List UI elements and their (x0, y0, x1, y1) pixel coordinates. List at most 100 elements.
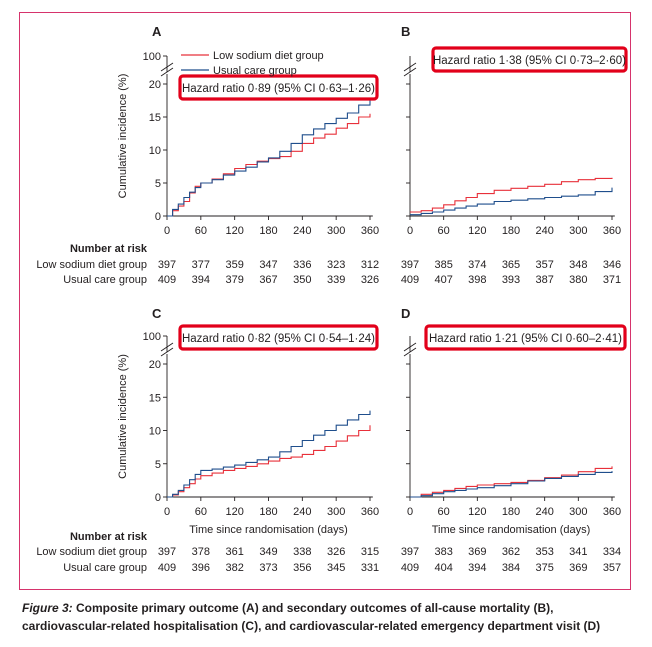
panel-a-risk-row-label-low-sodium: Low sodium diet group (36, 259, 147, 271)
panel-c-risk-row-label-usual-care: Usual care group (63, 562, 147, 574)
panel-d-risk-low-sodium-value: 353 (535, 546, 553, 558)
panel-c-y-tick-label: 0 (155, 492, 161, 504)
panel-c-risk-low-sodium-value: 397 (158, 546, 176, 558)
caption-text: Composite primary outcome (A) and second… (22, 601, 601, 633)
panel-d-y-break-mark (403, 347, 417, 357)
panel-d-y-break-mark-2 (403, 342, 417, 352)
panel-a-risk-low-sodium-value: 347 (259, 259, 277, 271)
panel-b-hazard-ratio-text: Hazard ratio 1·38 (95% CI 0·73–2·60) (433, 55, 626, 67)
panel-a-y-tick-label: 5 (155, 178, 161, 190)
panel-c-x-tick-label: 60 (195, 506, 207, 518)
panel-c-risk-usual-care-value: 382 (225, 562, 243, 574)
panel-d-x-tick-label: 120 (468, 506, 486, 518)
panel-a-risk-usual-care-value: 339 (327, 274, 345, 286)
panel-d-risk-usual-care-value: 394 (468, 562, 486, 574)
panel-c-risk-usual-care-value: 345 (327, 562, 345, 574)
panel-c-x-tick-label: 240 (293, 506, 311, 518)
panel-c-x-tick-label: 120 (225, 506, 243, 518)
panel-a-y-axis-label: Cumulative incidence (%) (117, 74, 129, 199)
panel-c-x-tick-label: 300 (327, 506, 345, 518)
panel-a-risk-low-sodium-value: 336 (293, 259, 311, 271)
panel-a-y-break-mark-2 (160, 62, 174, 72)
panel-d-x-axis-label: Time since randomisation (days) (432, 524, 591, 536)
panel-b-risk-usual-care-value: 380 (569, 274, 587, 286)
panel-a-x-tick-label: 120 (225, 225, 243, 237)
panel-d-x-tick-label: 240 (535, 506, 553, 518)
panel-d-x-tick-label: 360 (603, 506, 621, 518)
panel-c-risk-usual-care-value: 356 (293, 562, 311, 574)
panel-d-series-low-sodium-line (410, 466, 613, 498)
panel-c-risk-usual-care-value: 331 (361, 562, 379, 574)
panel-c-risk-usual-care-value: 409 (158, 562, 176, 574)
panel-c-risk-low-sodium-value: 315 (361, 546, 379, 558)
panel-b-risk-usual-care-value: 393 (502, 274, 520, 286)
panel-a-hazard-ratio-box (178, 74, 379, 101)
panel-b-risk-usual-care-value: 371 (603, 274, 621, 286)
panel-b-risk-low-sodium-value: 357 (535, 259, 553, 271)
panel-a-x-tick-label: 240 (293, 225, 311, 237)
panel-a-y-tick-label: 10 (149, 145, 161, 157)
panel-a-x-tick-label: 300 (327, 225, 345, 237)
panel-d-x-tick-label: 300 (569, 506, 587, 518)
panel-b-series-low-sodium-line (410, 177, 613, 213)
panel-a-y-tick-label: 0 (155, 211, 161, 223)
panel-d-risk-usual-care-value: 409 (401, 562, 419, 574)
panel-c-risk-low-sodium-value: 338 (293, 546, 311, 558)
panel-c-y-break-mark (160, 347, 174, 357)
panel-b-risk-usual-care-value: 387 (535, 274, 553, 286)
panel-a-x-tick-label: 180 (259, 225, 277, 237)
panel-d-risk-usual-care-value: 404 (434, 562, 452, 574)
panel-c-y-break-mark-2 (160, 342, 174, 352)
panel-c-series-usual-care-line (167, 410, 371, 498)
panel-b-letter: B (401, 24, 410, 39)
panel-b-x-tick-label: 300 (569, 225, 587, 237)
panel-a-letter: A (152, 24, 162, 39)
panel-d-risk-usual-care-value: 369 (569, 562, 587, 574)
panel-b-x-tick-label: 180 (502, 225, 520, 237)
panel-d-hazard-ratio-box (424, 324, 627, 351)
panel-a-risk-low-sodium-value: 312 (361, 259, 379, 271)
panel-a-hazard-ratio-text: Hazard ratio 0·89 (95% CI 0·63–1·26) (182, 83, 375, 95)
figure-frame (19, 12, 631, 590)
panel-c-series-low-sodium-line (167, 425, 371, 498)
panel-b-risk-usual-care-value: 398 (468, 274, 486, 286)
panel-d-risk-usual-care-value: 375 (535, 562, 553, 574)
panel-b-risk-low-sodium-value: 385 (434, 259, 452, 271)
panel-b-risk-low-sodium-value: 346 (603, 259, 621, 271)
panel-c-risk-row-label-low-sodium: Low sodium diet group (36, 546, 147, 558)
panel-a-risk-usual-care-value: 367 (259, 274, 277, 286)
panel-a-x-tick-label: 360 (361, 225, 379, 237)
panel-c-x-tick-label: 0 (164, 506, 170, 518)
panel-d-risk-low-sodium-value: 369 (468, 546, 486, 558)
panel-b-y-break-mark-2 (403, 62, 417, 72)
panel-a-y-tick-label: 15 (149, 112, 161, 124)
panel-a-risk-low-sodium-value: 377 (192, 259, 210, 271)
panel-d-letter: D (401, 306, 410, 321)
panel-b-hazard-ratio-box (431, 46, 628, 73)
panel-a-x-tick-label: 0 (164, 225, 170, 237)
panel-b-x-tick-label: 0 (407, 225, 413, 237)
legend-low-sodium-label: Low sodium diet group (213, 50, 324, 62)
panel-b-risk-low-sodium-value: 374 (468, 259, 486, 271)
panel-b-risk-low-sodium-value: 348 (569, 259, 587, 271)
panel-c-x-tick-label: 180 (259, 506, 277, 518)
panel-d-risk-low-sodium-value: 334 (603, 546, 621, 558)
panel-b-risk-low-sodium-value: 365 (502, 259, 520, 271)
panel-c-y-tick-label: 10 (149, 426, 161, 438)
panel-b-x-tick-label: 60 (438, 225, 450, 237)
panel-a-risk-usual-care-value: 379 (225, 274, 243, 286)
panel-b-x-tick-label: 120 (468, 225, 486, 237)
panel-b-y-break-mark (403, 67, 417, 77)
panel-c-letter: C (152, 306, 162, 321)
panel-a-y-tick-label: 20 (149, 79, 161, 91)
panel-c-x-tick-label: 360 (361, 506, 379, 518)
panel-c-y-tick-label-100: 100 (143, 331, 161, 343)
panel-a-y-break-mark (160, 67, 174, 77)
panel-d-risk-usual-care-value: 357 (603, 562, 621, 574)
panel-b-risk-low-sodium-value: 397 (401, 259, 419, 271)
panel-a-y-tick-label-100: 100 (143, 51, 161, 63)
panel-c-risk-low-sodium-value: 378 (192, 546, 210, 558)
figure-caption: Figure 3: Composite primary outcome (A) … (22, 599, 632, 635)
panel-a-risk-low-sodium-value: 359 (225, 259, 243, 271)
